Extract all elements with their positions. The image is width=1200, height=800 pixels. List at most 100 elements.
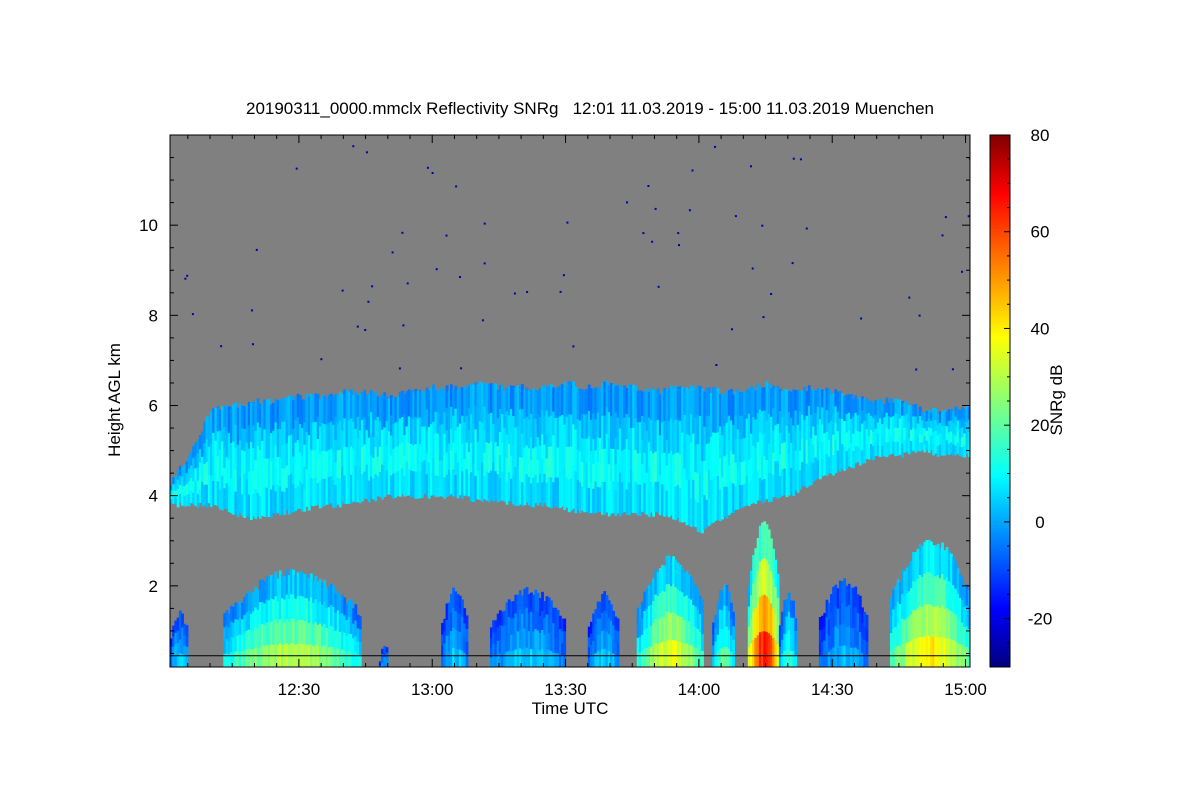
precip-column bbox=[754, 607, 758, 638]
upper-cloud-column bbox=[321, 478, 324, 507]
precip-column bbox=[510, 634, 513, 652]
x-tick-label: 12:30 bbox=[278, 680, 321, 699]
colorbar-tick-label: 40 bbox=[1031, 319, 1050, 338]
precip-column bbox=[223, 613, 227, 628]
upper-cloud-column bbox=[430, 387, 433, 425]
upper-cloud-column bbox=[918, 442, 922, 452]
upper-cloud-column bbox=[545, 457, 549, 483]
upper-cloud-column bbox=[898, 436, 902, 455]
upper-cloud-column bbox=[556, 387, 560, 418]
precip-column bbox=[781, 639, 784, 654]
upper-cloud-column bbox=[681, 432, 684, 478]
upper-cloud-column bbox=[387, 430, 391, 463]
precip-column bbox=[678, 564, 682, 591]
upper-cloud-column bbox=[941, 440, 944, 456]
upper-cloud-column bbox=[843, 420, 847, 446]
precip-column bbox=[267, 577, 271, 601]
upper-cloud-column bbox=[372, 394, 375, 417]
upper-cloud-column bbox=[756, 383, 760, 413]
upper-cloud-column bbox=[947, 431, 951, 444]
upper-cloud-column bbox=[194, 455, 198, 469]
precip-column bbox=[696, 647, 700, 667]
precip-column bbox=[523, 608, 527, 629]
noise-speck bbox=[513, 292, 516, 295]
upper-cloud-column bbox=[556, 476, 560, 508]
precip-column bbox=[554, 637, 558, 653]
upper-cloud-column bbox=[572, 465, 575, 509]
upper-cloud-column bbox=[334, 461, 338, 485]
upper-cloud-column bbox=[227, 432, 231, 460]
precip-column bbox=[498, 638, 502, 654]
y-tick-label: 10 bbox=[139, 216, 158, 235]
precip-column bbox=[941, 604, 944, 637]
precip-column bbox=[772, 548, 775, 579]
upper-cloud-column bbox=[292, 400, 295, 429]
upper-cloud-column bbox=[401, 467, 404, 494]
upper-cloud-column bbox=[665, 388, 669, 415]
upper-cloud-column bbox=[743, 391, 747, 416]
precip-column bbox=[776, 573, 780, 598]
upper-cloud-column bbox=[856, 414, 860, 431]
upper-cloud-column bbox=[916, 408, 920, 424]
upper-cloud-column bbox=[183, 475, 187, 486]
precip-column bbox=[252, 592, 255, 612]
reflectivity-heatmap bbox=[170, 145, 970, 667]
upper-cloud-column bbox=[265, 428, 269, 459]
upper-cloud-column bbox=[318, 453, 322, 481]
upper-cloud-column bbox=[432, 421, 435, 459]
upper-cloud-column bbox=[703, 460, 707, 496]
upper-cloud-column bbox=[867, 447, 871, 460]
upper-cloud-column bbox=[723, 486, 727, 518]
upper-cloud-column bbox=[752, 445, 755, 475]
precip-column bbox=[918, 605, 922, 637]
precip-column bbox=[447, 650, 451, 667]
precip-column bbox=[787, 648, 791, 667]
precip-column bbox=[947, 638, 951, 667]
precip-column bbox=[896, 623, 900, 646]
precip-column bbox=[687, 620, 691, 645]
upper-cloud-column bbox=[336, 476, 340, 505]
upper-cloud-column bbox=[312, 449, 315, 479]
upper-cloud-column bbox=[481, 461, 484, 502]
upper-cloud-column bbox=[378, 446, 382, 472]
precip-column bbox=[185, 646, 189, 658]
upper-cloud-column bbox=[436, 412, 440, 434]
precip-column bbox=[616, 630, 620, 644]
upper-cloud-column bbox=[361, 392, 364, 420]
upper-cloud-column bbox=[587, 410, 591, 437]
precip-column bbox=[774, 613, 778, 641]
precip-column bbox=[456, 612, 460, 632]
precip-column bbox=[925, 635, 929, 667]
upper-cloud-column bbox=[907, 421, 911, 438]
precip-column bbox=[496, 640, 500, 655]
upper-cloud-column bbox=[836, 430, 840, 451]
upper-cloud-column bbox=[421, 390, 424, 427]
upper-cloud-column bbox=[796, 458, 800, 493]
precip-column bbox=[301, 595, 304, 620]
upper-cloud-column bbox=[434, 389, 438, 412]
precip-column bbox=[932, 545, 935, 577]
upper-cloud-column bbox=[490, 412, 493, 442]
upper-cloud-column bbox=[276, 456, 280, 485]
precip-column bbox=[698, 631, 702, 650]
upper-cloud-column bbox=[550, 445, 553, 478]
precip-column bbox=[963, 646, 967, 667]
precip-column bbox=[836, 608, 840, 629]
noise-speck bbox=[647, 185, 650, 187]
upper-cloud-column bbox=[490, 441, 493, 471]
precip-column bbox=[825, 633, 829, 651]
upper-cloud-column bbox=[772, 474, 775, 497]
precip-column bbox=[245, 611, 249, 631]
upper-cloud-column bbox=[934, 408, 938, 420]
precip-column bbox=[532, 648, 535, 667]
upper-cloud-column bbox=[803, 386, 807, 421]
precip-column bbox=[450, 612, 453, 632]
upper-cloud-column bbox=[210, 411, 213, 444]
precip-column bbox=[343, 597, 347, 616]
noise-speck bbox=[356, 325, 359, 328]
precip-column bbox=[950, 610, 953, 640]
precip-column bbox=[503, 624, 507, 640]
upper-cloud-column bbox=[536, 482, 540, 506]
precip-column bbox=[283, 598, 287, 623]
